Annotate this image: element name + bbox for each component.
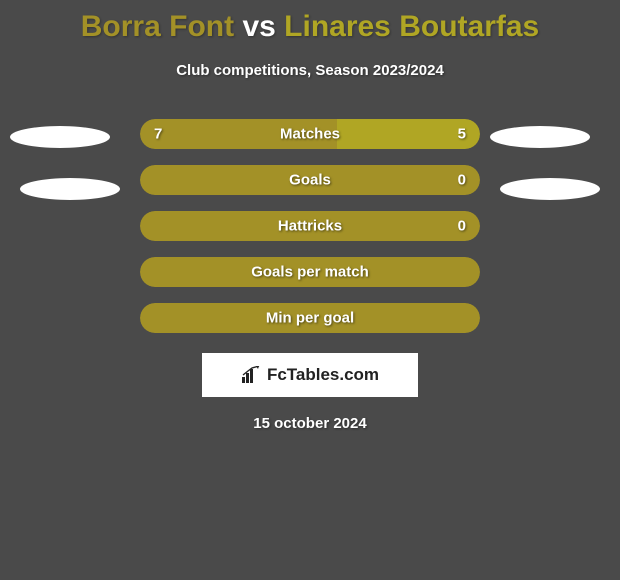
stat-row: Min per goal [0, 295, 620, 341]
bar-container: Goals per match [140, 257, 480, 287]
vs-text: vs [242, 10, 275, 43]
player-marker [10, 126, 110, 148]
date-text: 15 october 2024 [0, 415, 620, 432]
bar-value-right: 0 [458, 218, 466, 235]
bar-label: Matches [280, 126, 340, 143]
stat-row: Goals per match [0, 249, 620, 295]
bar-container: Goals 0 [140, 165, 480, 195]
bar-value-left: 7 [154, 126, 162, 143]
comparison-infographic: Borra Font vs Linares Boutarfas Club com… [0, 0, 620, 580]
bar-container: Matches 7 5 [140, 119, 480, 149]
player-marker [500, 178, 600, 200]
bar-value-right: 5 [458, 126, 466, 143]
player2-name: Linares Boutarfas [284, 10, 539, 43]
bar-container: Min per goal [140, 303, 480, 333]
chart-icon [241, 366, 263, 384]
logo: FcTables.com [241, 365, 379, 385]
bar-label: Hattricks [278, 218, 342, 235]
player1-name: Borra Font [81, 10, 234, 43]
logo-text: FcTables.com [267, 365, 379, 385]
logo-box: FcTables.com [202, 353, 418, 397]
bar-label: Min per goal [266, 310, 354, 327]
player-marker [20, 178, 120, 200]
bar-container: Hattricks 0 [140, 211, 480, 241]
player-marker [490, 126, 590, 148]
stat-row: Hattricks 0 [0, 203, 620, 249]
subtitle: Club competitions, Season 2023/2024 [0, 62, 620, 79]
bar-value-right: 0 [458, 172, 466, 189]
bar-label: Goals [289, 172, 331, 189]
bar-label: Goals per match [251, 264, 369, 281]
page-title: Borra Font vs Linares Boutarfas [0, 0, 620, 44]
